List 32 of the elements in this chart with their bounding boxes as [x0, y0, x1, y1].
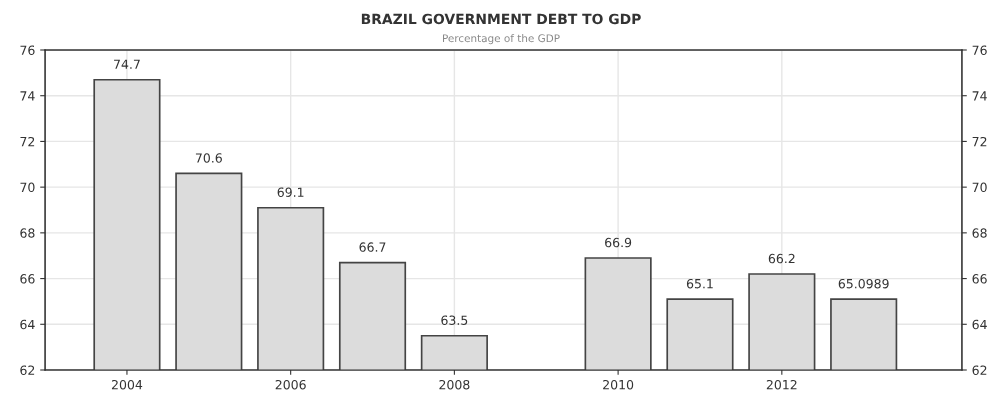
y2-tick-label: 66: [972, 274, 987, 284]
x-tick-label: 2004: [111, 379, 143, 390]
x-tick-label: 2010: [603, 379, 634, 390]
data-label: 69.1: [277, 187, 304, 197]
y2-tick-label: 74: [972, 91, 987, 101]
y2-tick-label: 76: [972, 45, 987, 55]
y2-tick-label: 72: [972, 136, 987, 147]
data-label: 66.9: [605, 237, 632, 248]
y2-tick-label: 70: [972, 182, 987, 193]
y-tick-label: 64: [20, 319, 35, 330]
y-tick-label: 62: [20, 365, 35, 375]
chart-subtitle: Percentage of the GDP: [443, 34, 560, 45]
y2-tick-label: 62: [972, 365, 987, 375]
x-tick-label: 2006: [275, 379, 306, 390]
data-label: 70.6: [195, 153, 222, 163]
data-label: 66.7: [359, 242, 386, 252]
data-label: 65.1: [686, 278, 713, 289]
y-tick-label: 72: [20, 136, 35, 147]
y2-tick-label: 64: [972, 319, 987, 330]
y-tick-label: 70: [20, 182, 35, 193]
data-label: 65.0989: [838, 278, 889, 289]
data-label: 63.5: [441, 315, 468, 325]
data-label: 66.2: [768, 253, 795, 264]
y-tick-label: 66: [20, 274, 35, 284]
data-label: 74.7: [114, 59, 140, 69]
y-tick-label: 68: [20, 228, 35, 238]
x-tick-label: 2012: [766, 379, 797, 390]
chart-title: BRAZIL GOVERNMENT DEBT TO GDP: [361, 13, 641, 25]
y-tick-label: 74: [20, 91, 35, 101]
y2-tick-label: 68: [972, 228, 987, 238]
x-tick-label: 2008: [439, 379, 470, 390]
y-tick-label: 76: [20, 45, 35, 55]
